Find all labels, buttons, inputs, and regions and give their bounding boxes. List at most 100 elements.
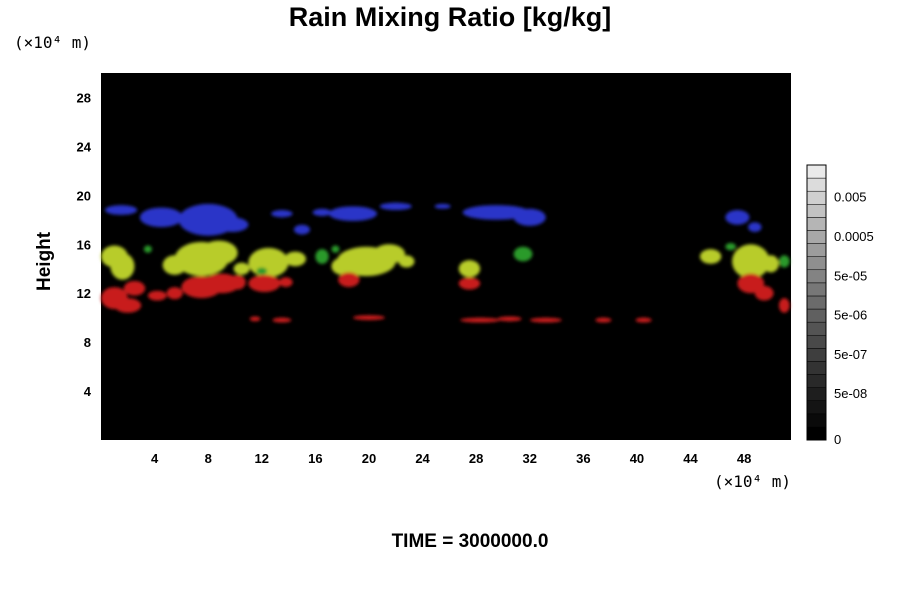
colorbar-swatch (806, 256, 827, 271)
rain-blob-0-0 (105, 205, 138, 215)
rain-blob-0-10 (462, 205, 530, 220)
colorbar-label: 5e-06 (834, 308, 867, 323)
x-tick-label: 40 (630, 451, 644, 466)
rain-blob-3-8 (248, 274, 281, 292)
rain-blob-0-5 (293, 224, 311, 235)
rain-blob-3-19 (635, 317, 652, 323)
colorbar-label: 0.005 (834, 190, 867, 205)
colorbar-swatch (806, 321, 827, 336)
rain-blob-3-22 (778, 298, 790, 313)
rain-blob-1-15 (762, 255, 779, 273)
rain-blob-2-1 (315, 249, 329, 264)
rain-blob-3-11 (458, 277, 481, 290)
rain-blob-1-5 (233, 262, 250, 275)
rain-blob-3-1 (114, 298, 142, 313)
rain-blob-3-2 (123, 280, 146, 296)
rain-blob-0-13 (748, 222, 762, 233)
colorbar: 0 5e-08 5e-07 5e-06 5e-05 0.0005 0.005 (806, 164, 874, 447)
rain-blob-2-3 (513, 246, 533, 262)
rain-blob-1-1 (110, 252, 135, 280)
colorbar-swatch (806, 387, 827, 401)
rain-blob-3-3 (147, 290, 167, 301)
rain-blob-3-10 (338, 272, 360, 288)
rain-blob-1-14 (732, 244, 770, 279)
colorbar-swatch (806, 230, 827, 244)
rain-blob-0-12 (725, 210, 750, 225)
rain-blob-2-2 (331, 245, 340, 253)
rain-blob-0-9 (434, 203, 451, 209)
y-unit-label: (×10⁴ m) (14, 33, 92, 52)
colorbar-swatch (806, 217, 827, 231)
x-tick-label: 28 (469, 451, 483, 466)
rain-blob-1-12 (458, 260, 481, 278)
y-ticks: 4 8 12 16 20 24 28 (77, 90, 92, 399)
colorbar-swatch (806, 190, 827, 205)
x-tick-label: 8 (205, 451, 212, 466)
rain-blob-0-8 (379, 202, 412, 211)
colorbar-swatch (806, 308, 827, 323)
rain-blob-1-13 (699, 249, 722, 264)
y-tick-label: 24 (77, 139, 92, 154)
colorbar-swatch (806, 348, 827, 362)
rain-blob-3-4 (166, 287, 183, 300)
colorbar-swatch (806, 177, 827, 192)
chart-title: Rain Mixing Ratio [kg/kg] (288, 2, 612, 32)
x-tick-label: 4 (151, 451, 159, 466)
rain-blob-3-13 (272, 317, 292, 323)
colorbar-swatch (806, 204, 827, 218)
rain-blob-3-14 (352, 315, 386, 321)
colorbar-frame (806, 164, 827, 441)
rain-blob-3-17 (529, 317, 562, 323)
rain-blob-3-16 (497, 316, 522, 322)
rain-blob-3-7 (229, 274, 246, 290)
rain-blob-0-11 (513, 208, 546, 226)
y-tick-label: 4 (84, 384, 92, 399)
y-tick-label: 20 (77, 188, 91, 203)
rain-blob-1-7 (284, 251, 306, 267)
colorbar-swatch (806, 243, 827, 257)
rain-blob-0-6 (312, 208, 332, 217)
x-tick-label: 20 (362, 451, 376, 466)
y-tick-label: 16 (77, 237, 91, 252)
colorbar-swatch (806, 426, 827, 441)
colorbar-swatch (806, 400, 827, 415)
colorbar-swatch (806, 269, 827, 284)
rain-blob-1-10 (331, 257, 353, 275)
rain-blob-1-11 (398, 255, 415, 268)
rain-blob-3-21 (754, 285, 774, 301)
colorbar-swatch (806, 361, 827, 375)
rain-blob-3-18 (595, 317, 612, 323)
rain-blob-0-1 (139, 207, 183, 228)
colorbar-swatch (806, 282, 827, 297)
rain-blob-3-9 (279, 277, 293, 288)
colorbar-swatch (806, 374, 827, 388)
colorbar-swatch (806, 295, 827, 310)
rain-field (101, 202, 790, 323)
colorbar-label: 5e-08 (834, 386, 867, 401)
y-tick-label: 28 (77, 90, 91, 105)
x-tick-label: 12 (255, 451, 269, 466)
colorbar-label: 0 (834, 432, 841, 447)
x-ticks: 4 8 12 16 20 24 28 32 36 40 44 48 (151, 451, 751, 466)
rain-blob-0-3 (216, 217, 249, 233)
colorbar-swatch (806, 334, 827, 349)
colorbar-label: 5e-07 (834, 347, 867, 362)
x-tick-label: 36 (576, 451, 590, 466)
rain-blob-1-9 (372, 244, 406, 264)
rain-blob-2-6 (256, 267, 268, 275)
x-tick-label: 48 (737, 451, 751, 466)
y-tick-label: 8 (84, 335, 91, 350)
rain-blob-3-15 (460, 317, 501, 323)
x-tick-label: 32 (523, 451, 537, 466)
x-tick-label: 16 (308, 451, 322, 466)
rain-blob-1-6 (248, 247, 289, 278)
rain-blob-2-4 (725, 243, 737, 251)
time-label: TIME = 3000000.0 (391, 531, 549, 552)
rain-blob-2-0 (143, 245, 152, 253)
x-tick-label: 24 (415, 451, 430, 466)
x-unit-label: (×10⁴ m) (714, 472, 792, 491)
colorbar-label: 0.0005 (834, 229, 874, 244)
x-tick-label: 44 (683, 451, 698, 466)
